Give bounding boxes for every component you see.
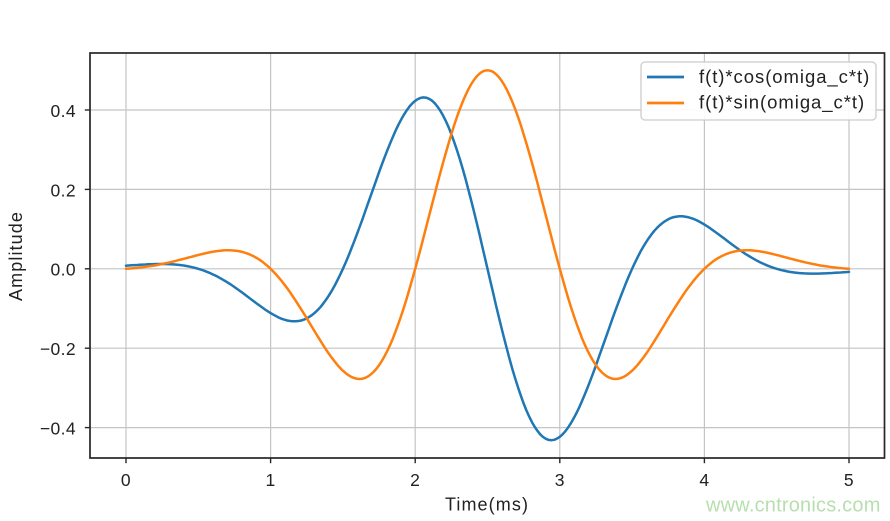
svg-text:−0.4: −0.4 bbox=[40, 419, 76, 439]
svg-text:−0.2: −0.2 bbox=[40, 339, 76, 359]
svg-text:0.4: 0.4 bbox=[50, 101, 76, 121]
svg-text:0.0: 0.0 bbox=[50, 260, 76, 280]
svg-text:f(t)*cos(omiga_c*t): f(t)*cos(omiga_c*t) bbox=[699, 66, 870, 88]
svg-text:0: 0 bbox=[121, 470, 131, 490]
svg-text:4: 4 bbox=[699, 470, 709, 490]
svg-text:0.2: 0.2 bbox=[50, 180, 76, 200]
svg-text:f(t)*sin(omiga_c*t): f(t)*sin(omiga_c*t) bbox=[699, 92, 865, 114]
svg-text:2: 2 bbox=[410, 470, 420, 490]
svg-text:3: 3 bbox=[555, 470, 565, 490]
svg-text:1: 1 bbox=[266, 470, 276, 490]
svg-text:Time(ms): Time(ms) bbox=[445, 495, 529, 515]
svg-text:5: 5 bbox=[844, 470, 854, 490]
svg-text:Amplitude: Amplitude bbox=[6, 211, 26, 301]
svg-text:www.cntronics.com: www.cntronics.com bbox=[705, 495, 881, 517]
